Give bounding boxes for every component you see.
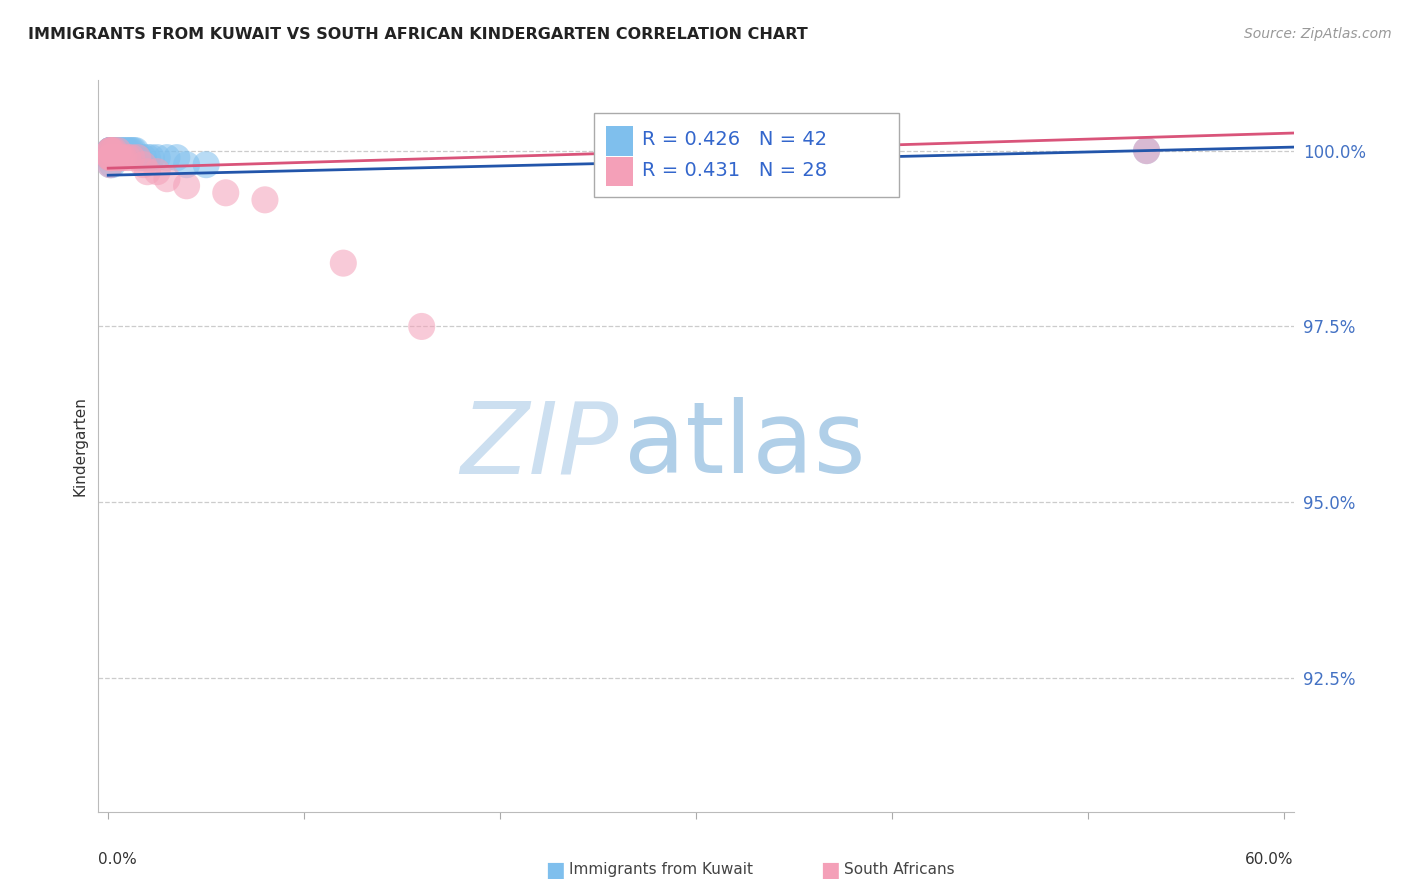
Point bbox=[105, 151, 128, 165]
Point bbox=[98, 151, 121, 165]
Point bbox=[103, 144, 125, 158]
Point bbox=[101, 151, 124, 165]
Text: IMMIGRANTS FROM KUWAIT VS SOUTH AFRICAN KINDERGARTEN CORRELATION CHART: IMMIGRANTS FROM KUWAIT VS SOUTH AFRICAN … bbox=[28, 27, 808, 42]
Text: R = 0.426   N = 42: R = 0.426 N = 42 bbox=[643, 130, 827, 149]
Point bbox=[1135, 144, 1157, 158]
Point bbox=[98, 144, 121, 158]
Point bbox=[98, 144, 121, 158]
Point bbox=[122, 144, 145, 158]
Point bbox=[107, 144, 129, 158]
Point bbox=[411, 319, 433, 334]
Point bbox=[98, 151, 121, 165]
Point bbox=[121, 144, 143, 158]
Point bbox=[132, 158, 155, 172]
Point bbox=[124, 144, 146, 158]
Point bbox=[98, 158, 121, 172]
Point bbox=[132, 151, 155, 165]
Point bbox=[103, 151, 125, 165]
Point bbox=[156, 151, 179, 165]
Point bbox=[117, 151, 139, 165]
Point bbox=[112, 151, 135, 165]
Point bbox=[101, 144, 124, 158]
Point bbox=[176, 158, 198, 172]
Point bbox=[103, 144, 125, 158]
Point bbox=[111, 144, 134, 158]
Point bbox=[98, 144, 121, 158]
Point bbox=[101, 144, 124, 158]
Point bbox=[98, 151, 121, 165]
Point bbox=[215, 186, 238, 200]
Point bbox=[105, 151, 128, 165]
Text: atlas: atlas bbox=[624, 398, 866, 494]
Point bbox=[108, 151, 131, 165]
Point bbox=[98, 158, 121, 172]
Point bbox=[111, 151, 134, 165]
Point bbox=[103, 144, 125, 158]
Point bbox=[176, 178, 198, 193]
Point bbox=[98, 144, 121, 158]
Point bbox=[101, 144, 124, 158]
Point bbox=[166, 151, 188, 165]
Text: ■: ■ bbox=[820, 860, 839, 880]
Text: ZIP: ZIP bbox=[460, 398, 619, 494]
Text: R = 0.431   N = 28: R = 0.431 N = 28 bbox=[643, 161, 827, 180]
Text: 0.0%: 0.0% bbox=[98, 852, 138, 867]
Point bbox=[98, 144, 121, 158]
Point bbox=[98, 151, 121, 165]
Text: Source: ZipAtlas.com: Source: ZipAtlas.com bbox=[1244, 27, 1392, 41]
Point bbox=[118, 144, 141, 158]
Point bbox=[107, 151, 129, 165]
Point bbox=[195, 158, 218, 172]
Point bbox=[107, 144, 129, 158]
Point bbox=[127, 151, 149, 165]
Point bbox=[128, 151, 150, 165]
Point bbox=[108, 144, 131, 158]
Point bbox=[146, 164, 169, 178]
Point bbox=[121, 151, 143, 165]
FancyBboxPatch shape bbox=[595, 113, 900, 197]
Text: South Africans: South Africans bbox=[844, 863, 955, 877]
Point bbox=[117, 144, 139, 158]
Text: 60.0%: 60.0% bbox=[1246, 852, 1294, 867]
Point bbox=[98, 144, 121, 158]
Point bbox=[146, 151, 169, 165]
Bar bbox=[606, 157, 633, 186]
Point bbox=[98, 144, 121, 158]
Point bbox=[101, 151, 124, 165]
Point bbox=[156, 171, 179, 186]
Point bbox=[98, 144, 121, 158]
Point bbox=[112, 144, 135, 158]
Point bbox=[101, 151, 124, 165]
Text: ■: ■ bbox=[546, 860, 565, 880]
Point bbox=[98, 151, 121, 165]
Text: Immigrants from Kuwait: Immigrants from Kuwait bbox=[569, 863, 754, 877]
Point bbox=[98, 151, 121, 165]
Point bbox=[105, 144, 128, 158]
Point bbox=[98, 144, 121, 158]
Point bbox=[136, 151, 159, 165]
Point bbox=[1135, 144, 1157, 158]
Point bbox=[115, 144, 138, 158]
Bar bbox=[606, 127, 633, 155]
Point bbox=[136, 164, 159, 178]
Point bbox=[141, 151, 163, 165]
Point bbox=[253, 193, 276, 207]
Point bbox=[98, 144, 121, 158]
Point bbox=[101, 158, 124, 172]
Y-axis label: Kindergarten: Kindergarten bbox=[72, 396, 87, 496]
Point bbox=[332, 256, 354, 270]
